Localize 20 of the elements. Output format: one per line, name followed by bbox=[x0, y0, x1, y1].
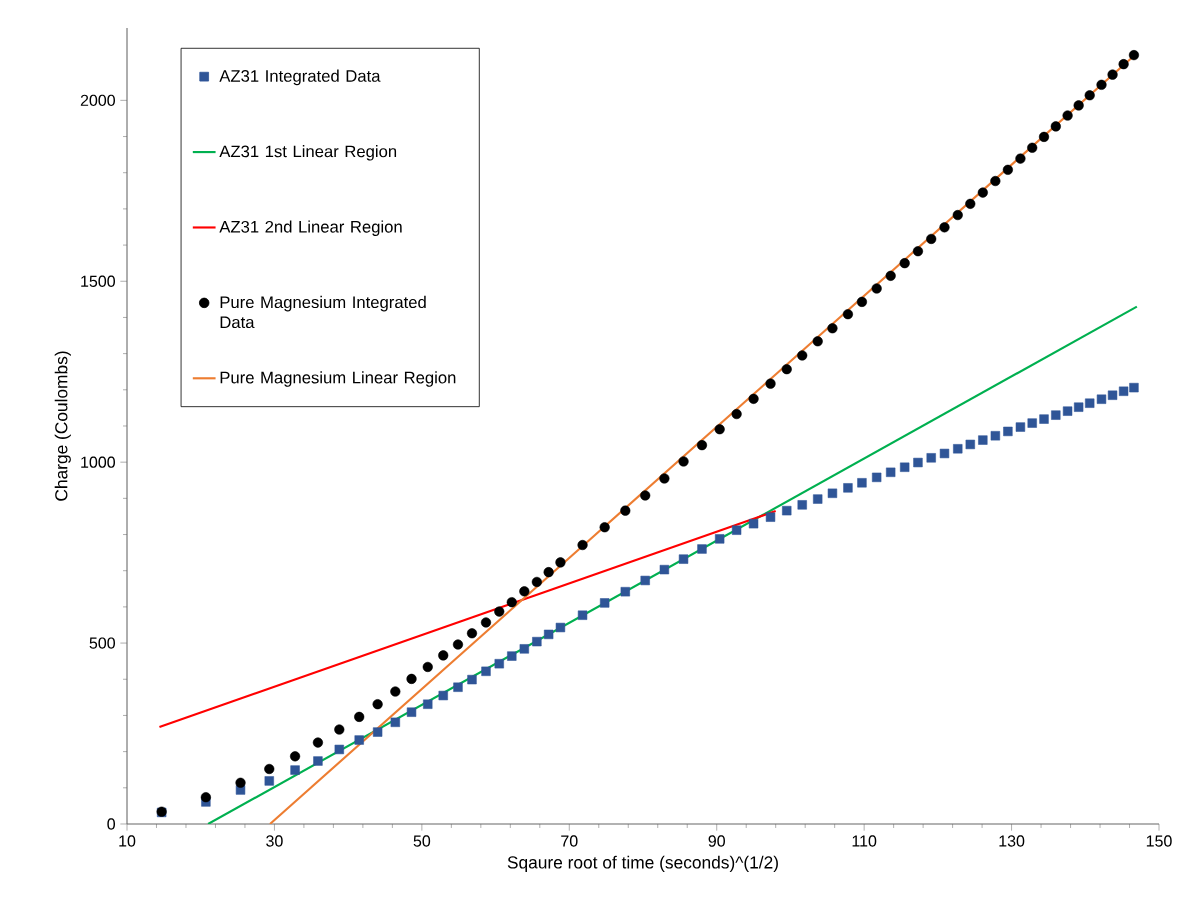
x-tick-label: 130 bbox=[999, 835, 1025, 847]
legend-label: Pure Magnesium Integrated Data bbox=[220, 295, 426, 329]
legend-label: AZ31 1st Linear Region bbox=[219, 145, 397, 161]
y-tick-label: 1000 bbox=[81, 456, 115, 468]
x-tick-label: 30 bbox=[266, 835, 283, 847]
x-tick-label: 10 bbox=[119, 835, 136, 847]
legend-label: Pure Magnesium Linear Region bbox=[220, 371, 456, 387]
y-tick-label: 0 bbox=[107, 818, 116, 830]
x-tick-label: 150 bbox=[1146, 835, 1172, 847]
y-tick-label: 500 bbox=[89, 637, 116, 649]
y-axis-title: Charge (Coulombs) bbox=[54, 351, 71, 501]
legend-label: AZ31 Integrated Data bbox=[219, 69, 381, 86]
y-tick-label: 1500 bbox=[81, 275, 115, 287]
x-tick-label: 70 bbox=[561, 835, 578, 847]
legend-label: AZ31 2nd Linear Region bbox=[219, 220, 402, 236]
y-tick-label: 2000 bbox=[80, 94, 115, 107]
x-tick-label: 50 bbox=[413, 835, 431, 847]
x-axis-title: Sqaure root of time (seconds)^(1/2) bbox=[507, 855, 778, 872]
x-tick-label: 110 bbox=[852, 835, 877, 847]
x-tick-label: 90 bbox=[708, 835, 725, 847]
